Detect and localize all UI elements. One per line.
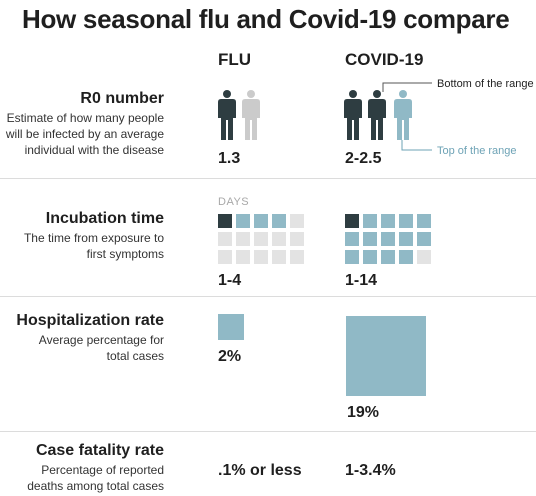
day-cell bbox=[345, 214, 359, 228]
day-cell bbox=[272, 214, 286, 228]
day-cell bbox=[381, 232, 395, 246]
flu-hospitalization-square bbox=[218, 314, 244, 340]
flu-fatality-value: .1% or less bbox=[218, 462, 302, 479]
day-cell bbox=[290, 214, 304, 228]
day-cell bbox=[399, 214, 413, 228]
day-cell bbox=[218, 250, 232, 264]
covid-incubation-grid bbox=[345, 214, 435, 266]
top-of-range-label: Top of the range bbox=[437, 145, 517, 157]
person-icon bbox=[218, 90, 236, 140]
flu-incubation-value: 1-4 bbox=[218, 272, 242, 289]
flu-r0-people bbox=[218, 90, 270, 142]
person-icon bbox=[394, 90, 412, 140]
covid-hospitalization-value: 19% bbox=[347, 404, 380, 421]
person-icon bbox=[242, 90, 260, 140]
day-cell bbox=[417, 214, 431, 228]
flu-r0-value: 1.3 bbox=[218, 150, 241, 167]
day-cell bbox=[417, 250, 431, 264]
person-icon bbox=[368, 90, 386, 140]
day-cell bbox=[218, 214, 232, 228]
day-cell bbox=[236, 214, 250, 228]
row-divider bbox=[0, 431, 536, 432]
covid-hospitalization-square bbox=[346, 316, 426, 396]
fatality-description: Percentage of reported deaths among tota… bbox=[27, 463, 164, 493]
days-label: DAYS bbox=[218, 196, 250, 208]
covid-fatality-value: 1-3.4% bbox=[345, 462, 396, 479]
fatality-title: Case fatality rate bbox=[35, 442, 164, 459]
page-title: How seasonal flu and Covid-19 compare bbox=[22, 4, 510, 34]
day-cell bbox=[236, 232, 250, 246]
r0-title: R0 number bbox=[80, 90, 164, 107]
day-cell bbox=[363, 232, 377, 246]
day-cell bbox=[272, 232, 286, 246]
flu-incubation-grid bbox=[218, 214, 308, 266]
covid-r0-people bbox=[344, 90, 416, 142]
day-cell bbox=[381, 250, 395, 264]
day-cell bbox=[272, 250, 286, 264]
flu-hospitalization-value: 2% bbox=[218, 348, 242, 365]
day-cell bbox=[399, 232, 413, 246]
day-cell bbox=[236, 250, 250, 264]
row-divider bbox=[0, 296, 536, 297]
day-cell bbox=[399, 250, 413, 264]
covid-column-header: COVID-19 bbox=[345, 50, 424, 69]
day-cell bbox=[417, 232, 431, 246]
r0-description: Estimate of how many people will be infe… bbox=[5, 111, 164, 157]
day-cell bbox=[363, 250, 377, 264]
day-cell bbox=[290, 232, 304, 246]
hospitalization-title: Hospitalization rate bbox=[16, 312, 164, 329]
covid-r0-value: 2-2.5 bbox=[345, 150, 382, 167]
day-cell bbox=[254, 214, 268, 228]
day-cell bbox=[254, 232, 268, 246]
covid-incubation-value: 1-14 bbox=[345, 272, 378, 289]
incubation-title: Incubation time bbox=[45, 210, 164, 227]
day-cell bbox=[381, 214, 395, 228]
day-cell bbox=[290, 250, 304, 264]
day-cell bbox=[218, 232, 232, 246]
bottom-of-range-label: Bottom of the range bbox=[437, 78, 534, 90]
person-icon bbox=[344, 90, 362, 140]
day-cell bbox=[345, 232, 359, 246]
flu-column-header: FLU bbox=[218, 50, 252, 69]
row-divider bbox=[0, 178, 536, 179]
day-cell bbox=[254, 250, 268, 264]
hospitalization-description: Average percentage for total cases bbox=[38, 333, 164, 363]
day-cell bbox=[345, 250, 359, 264]
incubation-description: The time from exposure to first symptoms bbox=[23, 231, 164, 261]
day-cell bbox=[363, 214, 377, 228]
